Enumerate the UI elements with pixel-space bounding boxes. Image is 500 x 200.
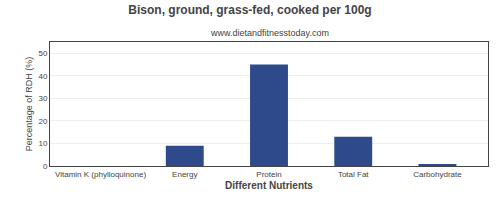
svg-text:www.dietandfitnesstoday.com: www.dietandfitnesstoday.com (210, 28, 329, 38)
svg-text:40: 40 (38, 72, 47, 81)
svg-text:Percentage of RDH (%): Percentage of RDH (%) (24, 57, 34, 152)
svg-text:Bison, ground, grass-fed, cook: Bison, ground, grass-fed, cooked per 100… (128, 3, 371, 17)
svg-text:Protein: Protein (256, 170, 281, 179)
svg-text:30: 30 (38, 94, 47, 103)
svg-text:50: 50 (38, 49, 47, 58)
svg-text:0: 0 (43, 162, 48, 171)
svg-text:Total Fat: Total Fat (338, 170, 369, 179)
svg-text:Energy: Energy (172, 170, 197, 179)
svg-text:10: 10 (38, 139, 47, 148)
svg-text:Different Nutrients: Different Nutrients (225, 180, 313, 191)
svg-text:20: 20 (38, 117, 47, 126)
svg-text:Carbohydrate: Carbohydrate (413, 170, 462, 179)
svg-text:Vitamin K (phylloquinone): Vitamin K (phylloquinone) (55, 170, 146, 179)
